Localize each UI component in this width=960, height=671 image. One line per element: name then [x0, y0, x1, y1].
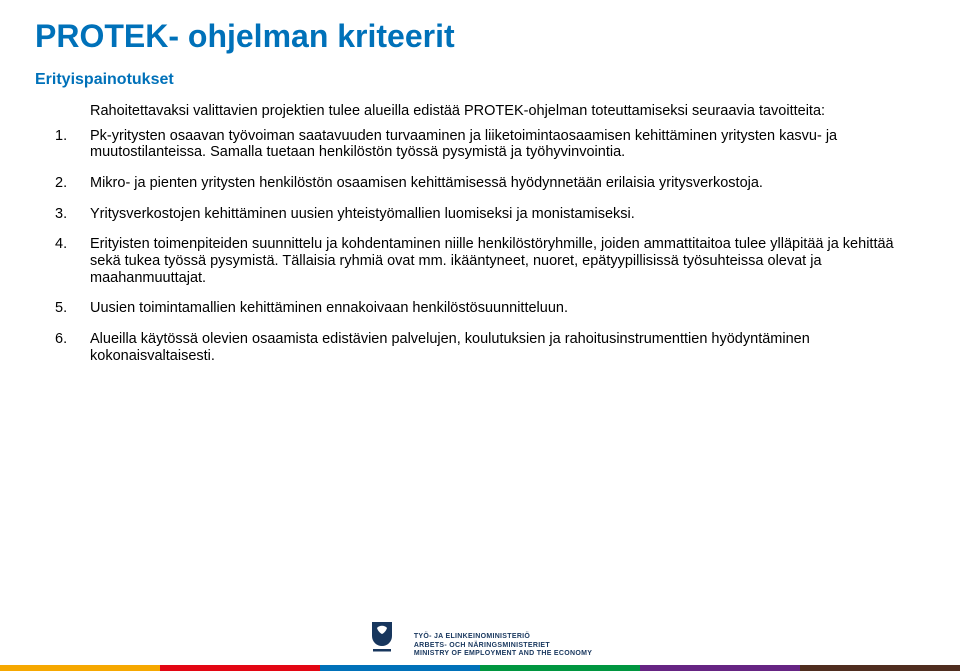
item-number: 1. — [55, 128, 90, 161]
color-segment — [0, 665, 160, 671]
item-text: Erityisten toimenpiteiden suunnittelu ja… — [90, 236, 915, 286]
footer: TYÖ- JA ELINKEINOMINISTERIÖ ARBETS- OCH … — [0, 618, 960, 659]
ministry-text: TYÖ- JA ELINKEINOMINISTERIÖ ARBETS- OCH … — [414, 633, 592, 659]
color-segment — [480, 665, 640, 671]
item-number: 3. — [55, 206, 90, 223]
color-segment — [320, 665, 480, 671]
color-segment — [160, 665, 320, 671]
list-item: 3.Yritysverkostojen kehittäminen uusien … — [55, 206, 915, 223]
subtitle: Erityispainotukset — [0, 63, 960, 93]
list-item: 1.Pk-yritysten osaavan työvoiman saatavu… — [55, 128, 915, 161]
list-item: 5.Uusien toimintamallien kehittäminen en… — [55, 300, 915, 317]
list-item: 4.Erityisten toimenpiteiden suunnittelu … — [55, 236, 915, 286]
ministry-fi: TYÖ- JA ELINKEINOMINISTERIÖ — [414, 633, 592, 642]
color-segment — [800, 665, 960, 671]
intro-text: Rahoitettavaksi valittavien projektien t… — [0, 93, 960, 124]
item-number: 5. — [55, 300, 90, 317]
item-number: 6. — [55, 331, 90, 364]
criteria-list: 1.Pk-yritysten osaavan työvoiman saatavu… — [0, 124, 960, 383]
list-item: 6.Alueilla käytössä olevien osaamista ed… — [55, 331, 915, 364]
page-title: PROTEK- ohjelman kriteerit — [0, 0, 960, 63]
item-text: Pk-yritysten osaavan työvoiman saatavuud… — [90, 128, 915, 161]
ministry-sv: ARBETS- OCH NÄRINGSMINISTERIET — [414, 642, 592, 651]
item-number: 2. — [55, 175, 90, 192]
item-text: Alueilla käytössä olevien osaamista edis… — [90, 331, 915, 364]
list-item: 2.Mikro- ja pienten yritysten henkilöstö… — [55, 175, 915, 192]
item-number: 4. — [55, 236, 90, 286]
color-bar — [0, 665, 960, 671]
item-text: Mikro- ja pienten yritysten henkilöstön … — [90, 175, 763, 192]
crest-icon — [368, 618, 396, 659]
item-text: Yritysverkostojen kehittäminen uusien yh… — [90, 206, 635, 223]
color-segment — [640, 665, 800, 671]
item-text: Uusien toimintamallien kehittäminen enna… — [90, 300, 568, 317]
ministry-en: MINISTRY OF EMPLOYMENT AND THE ECONOMY — [414, 650, 592, 659]
